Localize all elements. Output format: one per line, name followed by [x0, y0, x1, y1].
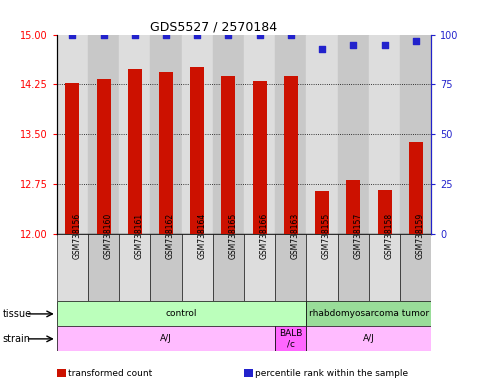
Bar: [378, 190, 391, 234]
Point: [69, 31, 76, 38]
Bar: [284, 76, 298, 234]
Text: GSM738158: GSM738158: [385, 213, 393, 259]
Bar: [88, 35, 119, 234]
Bar: [213, 234, 244, 301]
Bar: [128, 69, 142, 234]
Bar: [307, 326, 431, 351]
Bar: [275, 234, 307, 301]
Point: [287, 31, 295, 38]
Bar: [119, 35, 150, 234]
Bar: [369, 234, 400, 301]
Point: [224, 31, 232, 38]
Text: GSM738159: GSM738159: [416, 213, 425, 259]
Bar: [213, 35, 244, 234]
Text: A/J: A/J: [160, 334, 172, 343]
Text: strain: strain: [2, 334, 31, 344]
Bar: [400, 234, 431, 301]
Bar: [150, 234, 181, 301]
Text: GSM738162: GSM738162: [166, 213, 175, 259]
Text: GSM738156: GSM738156: [72, 213, 81, 259]
Bar: [244, 35, 275, 234]
Bar: [400, 35, 431, 234]
Bar: [275, 35, 307, 234]
Bar: [369, 35, 400, 234]
Bar: [181, 234, 213, 301]
Text: GSM738165: GSM738165: [228, 213, 238, 259]
Point: [131, 31, 139, 38]
Title: GDS5527 / 2570184: GDS5527 / 2570184: [150, 20, 278, 33]
Text: GSM738161: GSM738161: [135, 213, 144, 259]
Text: BALB
/c: BALB /c: [279, 329, 303, 349]
Bar: [338, 234, 369, 301]
Bar: [190, 66, 204, 234]
Bar: [57, 326, 275, 351]
Bar: [307, 234, 338, 301]
Bar: [57, 301, 307, 326]
Text: transformed count: transformed count: [68, 369, 152, 378]
Text: GSM738157: GSM738157: [353, 213, 362, 259]
Point: [318, 45, 326, 51]
Bar: [159, 73, 173, 234]
Bar: [97, 79, 110, 234]
Text: GSM738163: GSM738163: [291, 213, 300, 259]
Text: percentile rank within the sample: percentile rank within the sample: [255, 369, 408, 378]
Bar: [57, 234, 88, 301]
Bar: [88, 234, 119, 301]
Text: GSM738160: GSM738160: [104, 213, 112, 259]
Point: [100, 31, 107, 38]
Text: GSM738166: GSM738166: [260, 213, 269, 259]
Bar: [307, 301, 431, 326]
Bar: [244, 234, 275, 301]
Text: A/J: A/J: [363, 334, 375, 343]
Point: [256, 31, 264, 38]
Bar: [65, 83, 79, 234]
Bar: [275, 326, 307, 351]
Point: [193, 31, 201, 38]
Point: [162, 31, 170, 38]
Bar: [57, 35, 88, 234]
Text: control: control: [166, 310, 197, 318]
Point: [381, 41, 388, 48]
Text: GSM738155: GSM738155: [322, 213, 331, 259]
Bar: [338, 35, 369, 234]
Bar: [119, 234, 150, 301]
Text: rhabdomyosarcoma tumor: rhabdomyosarcoma tumor: [309, 310, 429, 318]
Point: [412, 38, 420, 44]
Bar: [252, 81, 267, 234]
Bar: [221, 76, 236, 234]
Bar: [315, 191, 329, 234]
Text: tissue: tissue: [2, 309, 32, 319]
Text: GSM738164: GSM738164: [197, 213, 206, 259]
Bar: [181, 35, 213, 234]
Bar: [346, 180, 360, 234]
Bar: [409, 142, 423, 234]
Bar: [150, 35, 181, 234]
Point: [350, 41, 357, 48]
Bar: [307, 35, 338, 234]
